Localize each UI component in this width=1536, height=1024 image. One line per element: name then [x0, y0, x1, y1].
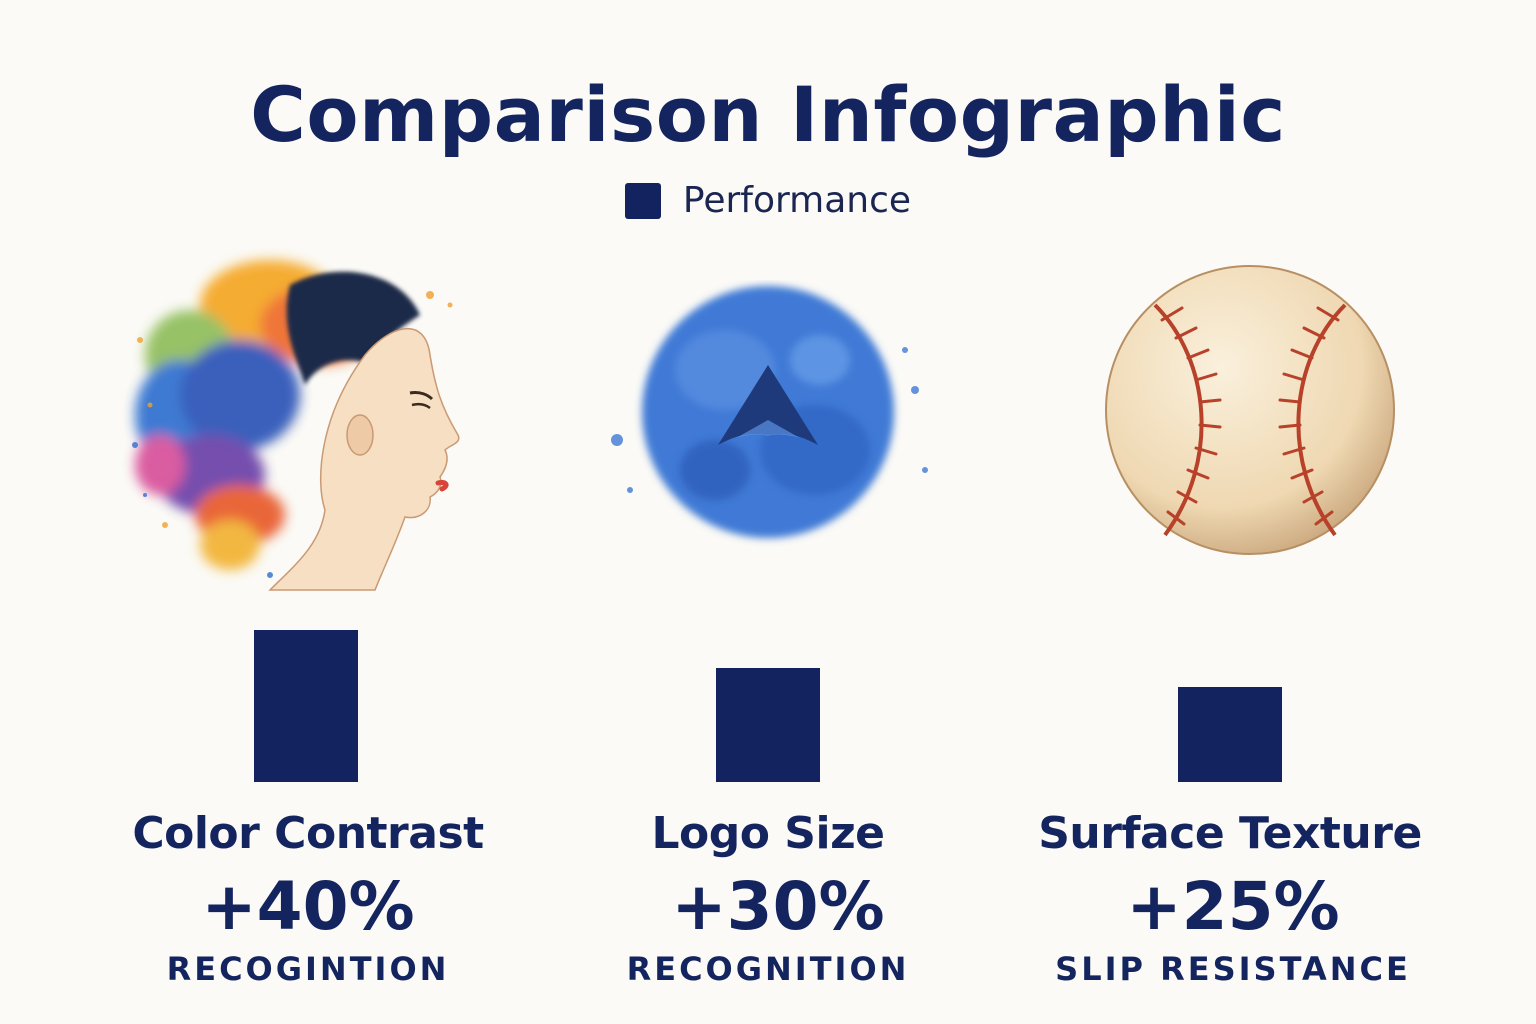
bar-color-contrast: [254, 630, 358, 782]
category-label-logo-size: Logo Size: [651, 808, 885, 859]
legend-label: Performance: [682, 180, 912, 221]
page-title: Comparison Infographic: [250, 70, 1286, 159]
baseball-icon: [1105, 265, 1395, 555]
category-metric-logo-size: RECOGNITION: [626, 950, 910, 988]
category-value-color-contrast: +40%: [201, 868, 415, 945]
category-metric-surface-texture: SLIP RESISTANCE: [1055, 950, 1411, 988]
blue-triangle-logo-icon: [611, 286, 928, 538]
category-label-color-contrast: Color Contrast: [132, 808, 484, 859]
category-label-surface-texture: Surface Texture: [1038, 808, 1422, 859]
bar-logo-size: [716, 668, 820, 782]
category-metric-color-contrast: RECOGINTION: [166, 950, 450, 988]
category-value-surface-texture: +25%: [1126, 868, 1340, 945]
legend-swatch: [624, 182, 661, 219]
chart-legend: Performance: [0, 180, 1536, 221]
watercolor-woman-profile-icon: [132, 260, 460, 591]
bar-surface-texture: [1178, 687, 1282, 782]
category-value-logo-size: +30%: [671, 868, 885, 945]
